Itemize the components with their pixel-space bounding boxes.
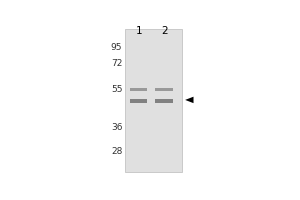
Text: 55: 55 [111,85,122,94]
Bar [130,99,147,103]
Text: 36: 36 [111,123,122,132]
Text: 28: 28 [111,147,122,156]
Bar [155,99,173,103]
Text: 2: 2 [161,26,167,36]
Text: 1: 1 [135,26,142,36]
Bar [155,88,173,91]
Text: 95: 95 [111,43,122,52]
Polygon shape [185,97,194,103]
Bar [125,29,182,172]
Bar [130,88,147,91]
Text: 72: 72 [111,59,122,68]
